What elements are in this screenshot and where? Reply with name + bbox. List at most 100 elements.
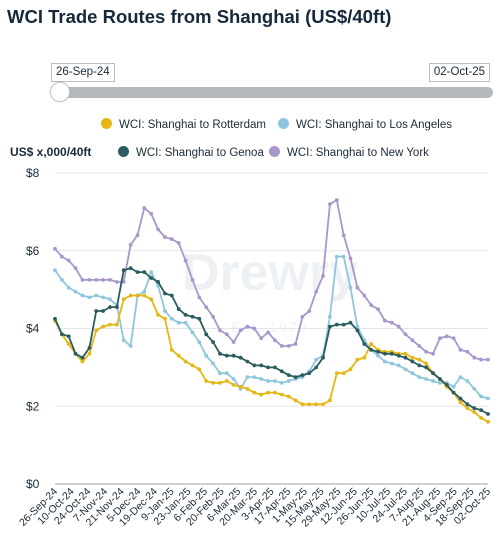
data-point-genoa[interactable] bbox=[176, 307, 181, 311]
data-point-new-york[interactable] bbox=[431, 351, 435, 356]
data-point-los-angeles[interactable] bbox=[231, 377, 236, 381]
data-point-new-york[interactable] bbox=[142, 206, 147, 210]
data-point-los-angeles[interactable] bbox=[458, 375, 463, 379]
data-point-rotterdam[interactable] bbox=[94, 328, 99, 333]
data-point-rotterdam[interactable] bbox=[211, 381, 216, 385]
data-point-new-york[interactable] bbox=[300, 314, 305, 319]
data-point-los-angeles[interactable] bbox=[163, 309, 167, 313]
data-point-los-angeles[interactable] bbox=[142, 289, 147, 294]
data-point-rotterdam[interactable] bbox=[218, 381, 222, 385]
data-point-los-angeles[interactable] bbox=[403, 367, 408, 372]
data-point-rotterdam[interactable] bbox=[348, 367, 353, 372]
data-point-rotterdam[interactable] bbox=[479, 416, 483, 420]
data-point-genoa[interactable] bbox=[259, 363, 264, 368]
data-point-rotterdam[interactable] bbox=[190, 363, 195, 368]
data-point-genoa[interactable] bbox=[197, 316, 202, 321]
data-point-new-york[interactable] bbox=[121, 280, 126, 284]
data-point-genoa[interactable] bbox=[273, 365, 277, 370]
data-point-genoa[interactable] bbox=[218, 351, 222, 356]
data-point-rotterdam[interactable] bbox=[286, 394, 291, 399]
data-point-genoa[interactable] bbox=[417, 363, 422, 368]
data-point-genoa[interactable] bbox=[369, 348, 374, 352]
data-point-new-york[interactable] bbox=[383, 318, 387, 323]
data-point-los-angeles[interactable] bbox=[431, 379, 435, 383]
data-point-los-angeles[interactable] bbox=[94, 293, 99, 298]
data-point-new-york[interactable] bbox=[321, 274, 325, 278]
data-point-rotterdam[interactable] bbox=[486, 419, 490, 424]
legend-item-rotterdam[interactable]: WCI: Shanghai to Rotterdam bbox=[101, 117, 266, 133]
data-point-genoa[interactable] bbox=[389, 351, 394, 356]
data-point-genoa[interactable] bbox=[334, 322, 339, 327]
data-point-genoa[interactable] bbox=[73, 351, 78, 356]
data-point-los-angeles[interactable] bbox=[197, 340, 202, 344]
data-point-genoa[interactable] bbox=[169, 293, 174, 298]
date-range-slider[interactable] bbox=[60, 87, 493, 98]
data-point-rotterdam[interactable] bbox=[410, 355, 415, 360]
data-point-genoa[interactable] bbox=[80, 355, 85, 360]
data-point-new-york[interactable] bbox=[266, 330, 270, 335]
data-point-new-york[interactable] bbox=[183, 258, 188, 263]
data-point-new-york[interactable] bbox=[341, 233, 346, 238]
data-point-genoa[interactable] bbox=[465, 402, 470, 407]
data-point-genoa[interactable] bbox=[410, 359, 415, 364]
data-point-new-york[interactable] bbox=[334, 198, 339, 203]
data-point-genoa[interactable] bbox=[479, 408, 483, 412]
data-point-new-york[interactable] bbox=[238, 328, 243, 333]
data-point-new-york[interactable] bbox=[80, 278, 85, 282]
data-point-genoa[interactable] bbox=[231, 353, 236, 358]
data-point-new-york[interactable] bbox=[197, 295, 202, 300]
data-point-new-york[interactable] bbox=[218, 328, 222, 333]
data-point-new-york[interactable] bbox=[479, 357, 483, 362]
data-point-new-york[interactable] bbox=[135, 233, 140, 238]
data-point-los-angeles[interactable] bbox=[128, 344, 133, 348]
data-point-rotterdam[interactable] bbox=[355, 357, 360, 362]
data-point-genoa[interactable] bbox=[424, 365, 428, 370]
data-point-new-york[interactable] bbox=[273, 338, 277, 343]
data-point-los-angeles[interactable] bbox=[348, 285, 353, 290]
data-point-rotterdam[interactable] bbox=[80, 359, 85, 364]
data-point-los-angeles[interactable] bbox=[80, 293, 85, 298]
data-point-genoa[interactable] bbox=[396, 353, 401, 358]
data-point-new-york[interactable] bbox=[417, 344, 422, 348]
data-point-genoa[interactable] bbox=[156, 280, 161, 284]
data-point-new-york[interactable] bbox=[73, 266, 78, 271]
data-point-rotterdam[interactable] bbox=[403, 351, 408, 356]
data-point-new-york[interactable] bbox=[328, 202, 332, 207]
data-point-rotterdam[interactable] bbox=[183, 359, 188, 364]
data-point-new-york[interactable] bbox=[115, 280, 119, 284]
data-point-rotterdam[interactable] bbox=[231, 383, 236, 387]
data-point-new-york[interactable] bbox=[355, 285, 360, 290]
data-point-los-angeles[interactable] bbox=[73, 289, 78, 294]
data-point-rotterdam[interactable] bbox=[238, 384, 243, 389]
data-point-genoa[interactable] bbox=[183, 313, 188, 317]
data-point-genoa[interactable] bbox=[403, 355, 408, 360]
data-point-new-york[interactable] bbox=[94, 278, 99, 282]
data-point-new-york[interactable] bbox=[348, 256, 353, 261]
data-point-rotterdam[interactable] bbox=[307, 402, 312, 407]
data-point-los-angeles[interactable] bbox=[341, 254, 346, 259]
data-point-rotterdam[interactable] bbox=[472, 410, 477, 414]
data-point-genoa[interactable] bbox=[348, 320, 353, 325]
data-point-new-york[interactable] bbox=[451, 336, 456, 341]
data-point-new-york[interactable] bbox=[252, 326, 257, 331]
data-point-rotterdam[interactable] bbox=[101, 324, 105, 329]
data-point-los-angeles[interactable] bbox=[60, 278, 64, 282]
data-point-los-angeles[interactable] bbox=[149, 270, 154, 274]
data-point-new-york[interactable] bbox=[66, 258, 71, 263]
data-point-rotterdam[interactable] bbox=[115, 322, 119, 327]
data-point-rotterdam[interactable] bbox=[252, 390, 257, 395]
data-point-rotterdam[interactable] bbox=[458, 400, 463, 405]
data-point-rotterdam[interactable] bbox=[465, 406, 470, 411]
data-point-los-angeles[interactable] bbox=[383, 359, 387, 364]
data-point-los-angeles[interactable] bbox=[389, 361, 394, 366]
range-start-date[interactable]: 26-Sep-24 bbox=[51, 63, 115, 82]
data-point-rotterdam[interactable] bbox=[87, 351, 92, 356]
legend-item-new-york[interactable]: WCI: Shanghai to New York bbox=[269, 145, 429, 161]
data-point-los-angeles[interactable] bbox=[279, 381, 284, 385]
data-point-los-angeles[interactable] bbox=[314, 357, 319, 362]
data-point-new-york[interactable] bbox=[472, 355, 477, 360]
data-point-new-york[interactable] bbox=[231, 340, 236, 344]
data-point-new-york[interactable] bbox=[163, 235, 167, 240]
data-point-los-angeles[interactable] bbox=[183, 320, 188, 325]
data-point-rotterdam[interactable] bbox=[369, 342, 374, 346]
